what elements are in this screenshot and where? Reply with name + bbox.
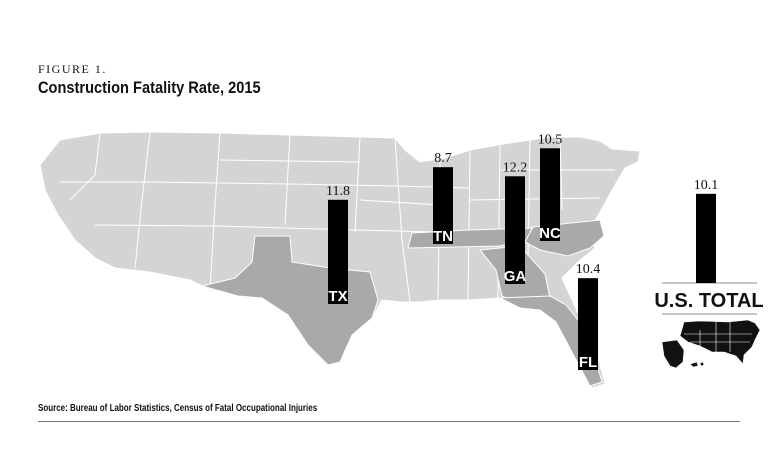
value-label-nc: 10.5	[538, 132, 563, 147]
bar-ga	[505, 176, 525, 284]
state-label-fl: FL	[579, 354, 597, 371]
figure-label: FIGURE 1.	[38, 62, 107, 76]
bars-layer: 11.8 TX 8.7 TN 12.2 GA 10.5 NC 10.4 FL	[326, 132, 600, 371]
state-label-nc: NC	[539, 225, 561, 242]
value-label-ga: 12.2	[503, 160, 528, 175]
state-label-ga: GA	[504, 268, 527, 285]
state-label-tx: TX	[328, 288, 347, 305]
state-texas	[200, 235, 379, 366]
bar-nc	[540, 148, 560, 241]
value-label-tn: 8.7	[434, 151, 452, 166]
bar-fl	[578, 278, 598, 370]
bottom-rule	[38, 421, 740, 422]
us-total-value: 10.1	[694, 178, 719, 193]
state-label-tn: TN	[433, 228, 453, 245]
figure-title: Construction Fatality Rate, 2015	[38, 78, 261, 97]
value-label-tx: 11.8	[326, 184, 350, 199]
us-total-label: U.S. TOTAL	[654, 290, 763, 312]
us-total-bar	[696, 193, 716, 283]
bar-tx	[328, 199, 348, 304]
us-inset-map-icon	[661, 319, 761, 369]
us-total-group: 10.1 U.S. TOTAL	[654, 178, 764, 315]
state-florida	[499, 295, 603, 387]
value-label-fl: 10.4	[576, 262, 601, 277]
bar-tn	[433, 167, 453, 244]
source-note: Source: Bureau of Labor Statistics, Cens…	[38, 403, 318, 414]
